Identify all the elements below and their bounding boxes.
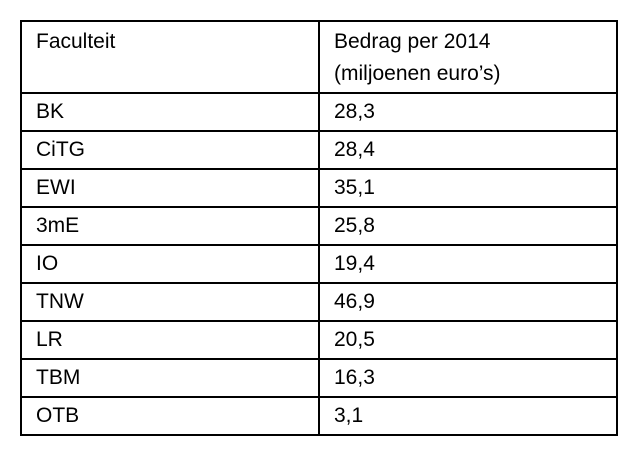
amount-cell: 28,3: [318, 92, 618, 132]
table-row: EWI 35,1: [20, 168, 618, 208]
faculty-cell: IO: [20, 244, 320, 284]
amount-cell: 25,8: [318, 206, 618, 246]
table-header-row: Faculteit Bedrag per 2014 (miljoenen eur…: [20, 20, 618, 94]
amount-cell: 20,5: [318, 320, 618, 360]
faculty-cell: TNW: [20, 282, 320, 322]
amount-cell: 28,4: [318, 130, 618, 170]
table-row: TBM 16,3: [20, 358, 618, 398]
faculty-budget-table: Faculteit Bedrag per 2014 (miljoenen eur…: [20, 20, 618, 436]
amount-cell: 19,4: [318, 244, 618, 284]
table-row: OTB 3,1: [20, 396, 618, 436]
table-row: 3mE 25,8: [20, 206, 618, 246]
table-row: CiTG 28,4: [20, 130, 618, 170]
faculty-cell: TBM: [20, 358, 320, 398]
amount-cell: 35,1: [318, 168, 618, 208]
column-header-bedrag: Bedrag per 2014 (miljoenen euro’s): [318, 20, 618, 94]
faculty-cell: BK: [20, 92, 320, 132]
faculty-cell: OTB: [20, 396, 320, 436]
table-row: BK 28,3: [20, 92, 618, 132]
amount-cell: 16,3: [318, 358, 618, 398]
amount-cell: 3,1: [318, 396, 618, 436]
faculty-cell: CiTG: [20, 130, 320, 170]
column-header-faculteit: Faculteit: [20, 20, 320, 94]
column-header-bedrag-line2: (miljoenen euro’s): [334, 62, 501, 85]
faculty-cell: LR: [20, 320, 320, 360]
column-header-bedrag-line1: Bedrag per 2014: [334, 30, 491, 53]
amount-cell: 46,9: [318, 282, 618, 322]
faculty-cell: 3mE: [20, 206, 320, 246]
table-row: LR 20,5: [20, 320, 618, 360]
table-row: TNW 46,9: [20, 282, 618, 322]
table-row: IO 19,4: [20, 244, 618, 284]
column-header-faculteit-label: Faculteit: [36, 30, 116, 53]
faculty-cell: EWI: [20, 168, 320, 208]
